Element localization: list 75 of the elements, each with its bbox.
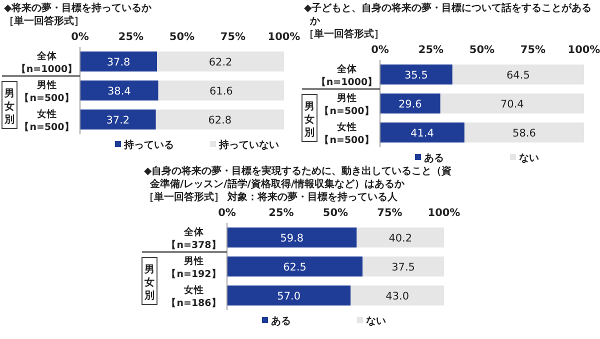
legend-label: ある xyxy=(271,316,291,327)
data-label: 62.8 xyxy=(208,114,232,126)
bar xyxy=(356,228,444,248)
data-label: 37.5 xyxy=(392,262,416,274)
x-tick-label: 25% xyxy=(268,207,294,219)
legend-label: 持っていない xyxy=(218,139,279,151)
bar xyxy=(362,256,444,276)
chart-title: ◆自身の将来の夢・目標を実現するために、動き出していること（資金準備/レッスン/語学/資格取得/情報収集など）はあるか xyxy=(144,165,452,190)
legend-label: ある xyxy=(424,153,444,164)
bar xyxy=(227,256,363,276)
x-tick-label: 50% xyxy=(469,44,496,56)
x-tick-label: 100% xyxy=(268,31,301,43)
chart-subtitle: ［単一回答形式］ 対象：将来の夢・目標を持っている人 xyxy=(144,191,398,203)
data-label: 43.0 xyxy=(386,290,410,302)
text: 男女別 xyxy=(4,88,14,126)
data-label: 57.0 xyxy=(277,290,301,302)
bar xyxy=(157,52,284,72)
data-label: 61.6 xyxy=(209,86,234,98)
y-tick-label: 男性【n=500】 xyxy=(320,92,374,117)
x-tick-label: 75% xyxy=(520,44,546,56)
data-label: 64.5 xyxy=(506,70,530,82)
y-tick-label: 女性【n=186】 xyxy=(166,284,222,309)
chart-title: ◆将来の夢・目標を持っているか xyxy=(4,2,153,14)
legend-label: ない xyxy=(519,153,539,164)
x-tick-label: 50% xyxy=(322,207,349,219)
y-tick-label: 女性【n=500】 xyxy=(320,121,374,146)
x-tick-label: 25% xyxy=(118,31,144,43)
bar xyxy=(380,122,464,142)
bar xyxy=(380,94,440,114)
y-tick-label: 全体【n=378】 xyxy=(166,226,222,251)
y-tick-label: 全体【n=1000】 xyxy=(316,63,378,88)
bar xyxy=(158,80,284,100)
bar xyxy=(227,228,357,248)
x-tick-label: 50% xyxy=(169,31,196,43)
y-tick-label: 男性【n=192】 xyxy=(166,255,222,280)
x-tick-label: 100% xyxy=(568,44,600,56)
x-tick-label: 75% xyxy=(377,207,403,219)
y-tick-label: 男性【n=500】 xyxy=(20,79,74,104)
data-label: 40.2 xyxy=(388,232,412,244)
x-tick-label: 100% xyxy=(428,207,461,219)
bar xyxy=(80,110,156,130)
x-tick-label: 25% xyxy=(418,44,444,56)
bar xyxy=(440,94,584,114)
chart-title: ◆子どもと、自身の将来の夢・目標について話をすることがあるか xyxy=(304,2,592,27)
bar xyxy=(156,110,284,130)
x-tick-label: 0% xyxy=(371,44,390,56)
bar xyxy=(380,64,452,84)
y-tick-label: 全体【n=1000】 xyxy=(16,50,78,75)
bar xyxy=(80,80,158,100)
chart-subtitle: ［単一回答形式］ xyxy=(304,28,384,40)
bar xyxy=(227,286,351,306)
bar xyxy=(350,286,444,306)
legend-label: 持っている xyxy=(123,139,174,151)
data-label: 62.5 xyxy=(283,262,307,274)
data-label: 37.2 xyxy=(106,114,130,126)
data-label: 29.6 xyxy=(398,98,422,110)
data-label: 62.2 xyxy=(208,56,232,68)
data-label: 37.8 xyxy=(106,56,130,68)
data-label: 59.8 xyxy=(280,232,304,244)
text: 男女別 xyxy=(304,100,314,138)
x-tick-label: 0% xyxy=(71,31,90,43)
bar xyxy=(464,122,584,142)
chart-subtitle: ［単一回答形式］ xyxy=(4,15,84,27)
bar xyxy=(452,64,584,84)
data-label: 41.4 xyxy=(410,128,434,140)
legend-label: ない xyxy=(366,316,386,327)
x-tick-label: 75% xyxy=(220,31,246,43)
y-tick-label: 女性【n=500】 xyxy=(20,108,74,133)
data-label: 58.6 xyxy=(512,128,536,140)
data-label: 38.4 xyxy=(107,86,132,98)
x-tick-label: 0% xyxy=(218,207,236,219)
data-label: 35.5 xyxy=(404,70,428,82)
text: 男女別 xyxy=(144,264,154,302)
bar xyxy=(80,52,158,72)
data-label: 70.4 xyxy=(500,98,524,110)
